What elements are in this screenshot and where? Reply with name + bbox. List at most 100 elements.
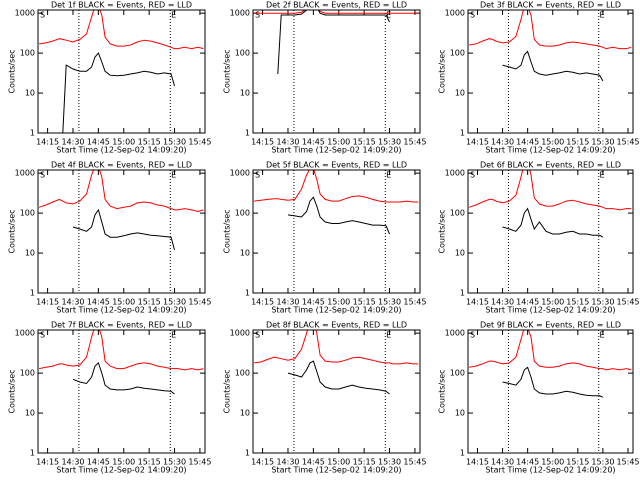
x-tick-label: 15:30: [378, 298, 401, 307]
x-tick-label: 14:30: [491, 138, 514, 147]
plot-frame: [467, 169, 634, 294]
y-axis-label: Counts/sec: [8, 209, 17, 253]
x-tick-label: 14:30: [61, 138, 84, 147]
series-line: [502, 50, 604, 82]
x-tick-label: 15:30: [591, 138, 614, 147]
annotation: E: [600, 331, 605, 340]
x-tick-label: 15:45: [188, 298, 211, 307]
y-axis-label: Counts/sec: [223, 209, 232, 253]
x-tick-label: 14:30: [491, 298, 514, 307]
x-tick-label: 15:00: [112, 138, 135, 147]
y-axis-label: Counts/sec: [223, 49, 232, 93]
annotation: E: [386, 331, 391, 340]
annotation: S: [255, 171, 260, 180]
series-line: [38, 170, 204, 213]
x-tick-label: 14:15: [466, 458, 489, 467]
y-axis-label: Counts/sec: [438, 49, 447, 93]
x-tick-label: 14:15: [466, 138, 489, 147]
plot-frame: [37, 169, 206, 294]
annotation: S: [470, 171, 475, 180]
x-tick-label: 15:30: [378, 458, 401, 467]
series-line: [254, 10, 419, 14]
annotation: S: [40, 11, 45, 20]
y-axis-label: Counts/sec: [223, 369, 232, 413]
x-tick-label: 14:15: [251, 138, 274, 147]
chart-title: Det 2f BLACK = Events, RED = LLD: [266, 1, 407, 10]
x-tick-label: 15:15: [138, 138, 161, 147]
x-tick-label: 14:45: [516, 138, 539, 147]
y-tick-label: 100: [235, 369, 250, 378]
series-line: [72, 361, 175, 395]
series-line: [502, 207, 604, 238]
y-tick-label: 10: [240, 409, 250, 418]
x-tick-label: 14:45: [302, 138, 325, 147]
y-tick-label: 100: [235, 49, 250, 58]
x-tick-label: 14:30: [491, 458, 514, 467]
annotation: E: [171, 11, 176, 20]
x-tick-label: 15:00: [327, 298, 350, 307]
x-tick-label: 14:30: [61, 298, 84, 307]
y-tick-label: 1000: [230, 329, 250, 338]
x-axis-label: Start Time (12-Sep-02 14:09:20): [271, 306, 401, 315]
chart-title: Det 9f BLACK = Events, RED = LLD: [480, 321, 621, 330]
y-tick-label: 10: [25, 249, 35, 258]
x-tick-label: 15:45: [403, 458, 426, 467]
x-tick-label: 15:15: [138, 298, 161, 307]
x-axis-label: Start Time (12-Sep-02 14:09:20): [485, 466, 615, 475]
chart-title: Det 3f BLACK = Events, RED = LLD: [480, 1, 621, 10]
y-tick-label: 10: [455, 409, 465, 418]
series-line: [469, 330, 632, 371]
x-tick-label: 15:00: [327, 138, 350, 147]
x-tick-label: 14:15: [251, 298, 274, 307]
x-tick-label: 14:15: [36, 458, 59, 467]
y-tick-label: 100: [450, 209, 465, 218]
y-tick-label: 100: [450, 49, 465, 58]
annotation: S: [255, 11, 260, 20]
y-tick-label: 1: [245, 449, 250, 458]
y-tick-label: 1000: [230, 9, 250, 18]
x-tick-label: 15:15: [353, 298, 376, 307]
x-tick-label: 15:15: [566, 298, 589, 307]
chart-title: Det 6f BLACK = Events, RED = LLD: [480, 161, 621, 170]
plot-frame: [252, 329, 421, 454]
x-tick-label: 14:15: [36, 298, 59, 307]
x-tick-label: 15:45: [403, 298, 426, 307]
annotation: E: [171, 171, 176, 180]
x-tick-label: 14:30: [276, 458, 299, 467]
y-tick-label: 10: [25, 409, 35, 418]
y-tick-label: 10: [455, 249, 465, 258]
x-tick-label: 14:30: [61, 458, 84, 467]
y-tick-label: 100: [450, 369, 465, 378]
y-tick-label: 1: [460, 289, 465, 298]
plot-frame: [467, 329, 634, 454]
annotation: E: [171, 331, 176, 340]
y-tick-label: 10: [240, 89, 250, 98]
chart-title: Det 5f BLACK = Events, RED = LLD: [266, 161, 407, 170]
x-tick-label: 15:15: [353, 138, 376, 147]
series-line: [468, 170, 632, 211]
x-tick-label: 15:45: [188, 458, 211, 467]
x-axis-label: Start Time (12-Sep-02 14:09:20): [485, 306, 615, 315]
annotation: E: [600, 11, 605, 20]
x-axis-label: Start Time (12-Sep-02 14:09:20): [56, 466, 186, 475]
x-tick-label: 15:00: [541, 458, 564, 467]
x-tick-label: 15:30: [591, 298, 614, 307]
series-line: [277, 10, 390, 75]
plot-frame: [37, 9, 206, 134]
series-line: [39, 330, 204, 371]
plot-frame: [252, 169, 421, 294]
x-tick-label: 14:45: [302, 458, 325, 467]
y-tick-label: 100: [235, 209, 250, 218]
y-tick-label: 1: [245, 129, 250, 138]
x-axis-label: Start Time (12-Sep-02 14:09:20): [271, 466, 401, 475]
series-line: [254, 330, 419, 365]
chart-title: Det 4f BLACK = Events, RED = LLD: [51, 161, 192, 170]
annotation: E: [386, 171, 391, 180]
chart-title: Det 7f BLACK = Events, RED = LLD: [51, 321, 192, 330]
x-tick-label: 14:45: [516, 298, 539, 307]
x-tick-label: 15:15: [566, 458, 589, 467]
x-axis-label: Start Time (12-Sep-02 14:09:20): [56, 146, 186, 155]
x-tick-label: 14:45: [516, 458, 539, 467]
y-tick-label: 1: [30, 129, 35, 138]
y-tick-label: 1: [460, 449, 465, 458]
